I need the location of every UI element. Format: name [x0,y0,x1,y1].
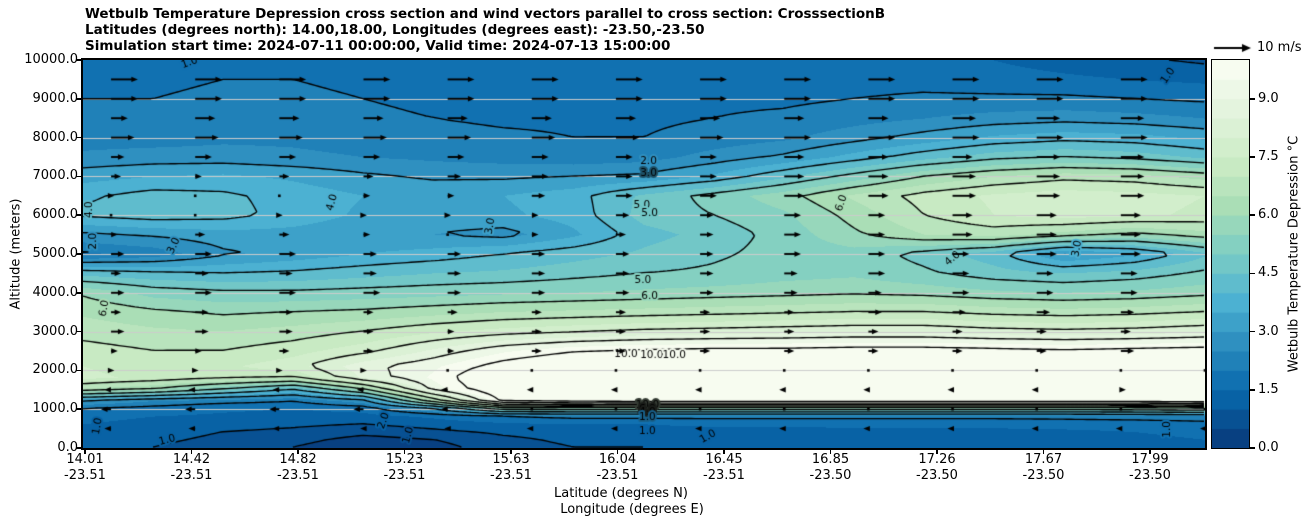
y-tick-label: 7000.0 [32,168,79,184]
colorbar-tick-mark [1250,214,1255,216]
x-tick-label: 16.85 -23.50 [783,452,879,484]
x-tick-latitude: 14.42 [172,452,211,467]
colorbar-tick-label: 1.5 [1258,381,1279,397]
colorbar-tick-mark [1250,272,1255,275]
x-tick-longitude: -23.51 [64,468,106,483]
x-tick-mark [84,449,86,454]
x-tick-latitude: 17.26 [918,452,956,467]
x-tick-latitude: 14.01 [66,452,104,467]
colorbar [1211,59,1250,449]
x-tick-mark [297,449,299,454]
y-tick-mark [76,98,82,100]
colorbar-tick-label: 9.0 [1258,90,1279,106]
y-tick-label: 0.0 [57,440,78,455]
x-tick-longitude: -23.51 [170,468,213,483]
x-tick-mark [1042,449,1045,454]
colorbar-tick-label: 4.5 [1258,265,1279,281]
x-tick-mark [723,449,725,454]
colorbar-tick-mark [1250,447,1255,449]
y-tick-mark [76,136,82,139]
y-tick-label: 8000.0 [32,129,79,145]
y-tick-label: 1000.0 [32,401,79,417]
y-tick-mark [76,253,82,255]
x-tick-longitude: -23.50 [1022,468,1065,483]
colorbar-tick-mark [1250,156,1255,158]
y-tick-label: 10000.0 [24,52,78,67]
x-tick-mark [829,449,832,454]
x-tick-longitude: -23.50 [809,468,852,483]
y-tick-mark [76,369,82,372]
x-tick-label: 17.99 -23.50 [1102,452,1198,484]
y-tick-label: 6000.0 [32,207,79,223]
x-tick-label: 16.45 -23.51 [676,452,772,484]
x-tick-latitude: 17.67 [1024,452,1063,467]
y-tick-label: 2000.0 [32,362,79,378]
x-tick-label: 17.26 -23.50 [889,452,985,484]
x-tick-latitude: 15.23 [385,452,424,467]
x-tick-longitude: -23.50 [916,468,958,483]
colorbar-tick-mark [1250,389,1255,391]
x-tick-latitude: 14.82 [279,452,317,467]
y-tick-label: 9000.0 [32,90,79,106]
x-tick-longitude: -23.51 [277,468,319,483]
x-tick-label: 15.23 -23.51 [357,452,453,484]
colorbar-tick-label: 3.0 [1258,323,1279,339]
y-tick-mark [76,292,82,294]
x-tick-mark [936,449,938,454]
x-tick-label: 15.63 -23.51 [463,452,559,484]
y-tick-mark [76,59,82,61]
x-tick-longitude: -23.51 [703,468,745,483]
colorbar-tick-mark [1250,98,1255,100]
y-tick-mark [76,447,82,449]
contour-plot-area [81,58,1207,450]
x-tick-latitude: 16.85 [811,452,850,467]
colorbar-tick-mark [1250,330,1255,333]
y-tick-mark [76,408,82,410]
y-tick-label: 5000.0 [32,246,79,261]
x-tick-label: 14.42 -23.51 [144,452,240,484]
x-tick-longitude: -23.50 [1129,468,1171,483]
colorbar-label: Wetbulb Temperature Depression °C [1286,135,1302,373]
x-tick-mark [1149,449,1151,454]
x-tick-label: 16.04 -23.51 [570,452,666,484]
x-tick-latitude: 15.63 [492,452,530,467]
x-tick-latitude: 17.99 [1131,452,1169,467]
y-tick-label: 3000.0 [32,323,79,339]
x-tick-label: 17.67 -23.50 [996,452,1092,484]
x-tick-latitude: 16.04 [598,452,637,467]
x-tick-longitude: -23.51 [383,468,426,483]
x-tick-mark [510,449,512,454]
quiver-key-label: 10 m/s [1257,40,1302,55]
colorbar-canvas [1212,60,1249,448]
x-tick-longitude: -23.51 [490,468,532,483]
plot-title-line-1: Wetbulb Temperature Depression cross sec… [85,6,886,22]
contour-quiver-canvas [83,60,1205,448]
x-axis-label-longitude: Longitude (degrees E) [560,502,704,517]
colorbar-tick-label: 6.0 [1258,207,1279,223]
x-axis-label-latitude: Latitude (degrees N) [554,486,688,501]
plot-title-line-3: Simulation start time: 2024-07-11 00:00:… [85,38,671,54]
colorbar-tick-label: 7.5 [1258,149,1279,164]
y-tick-mark [76,330,82,333]
x-tick-latitude: 16.45 [705,452,743,467]
colorbar-tick-label: 0.0 [1258,440,1279,455]
y-tick-mark [76,175,82,178]
x-tick-longitude: -23.51 [596,468,639,483]
y-tick-mark [76,214,82,216]
plot-title-line-2: Latitudes (degrees north): 14.00,18.00, … [85,22,705,38]
quiver-key-arrow-icon [1213,43,1253,53]
x-tick-mark [616,449,619,454]
x-tick-label: 14.01 -23.51 [37,452,133,484]
x-tick-label: 14.82 -23.51 [250,452,346,484]
y-tick-label: 4000.0 [32,284,79,300]
x-tick-mark [190,449,193,454]
x-tick-mark [403,449,406,454]
